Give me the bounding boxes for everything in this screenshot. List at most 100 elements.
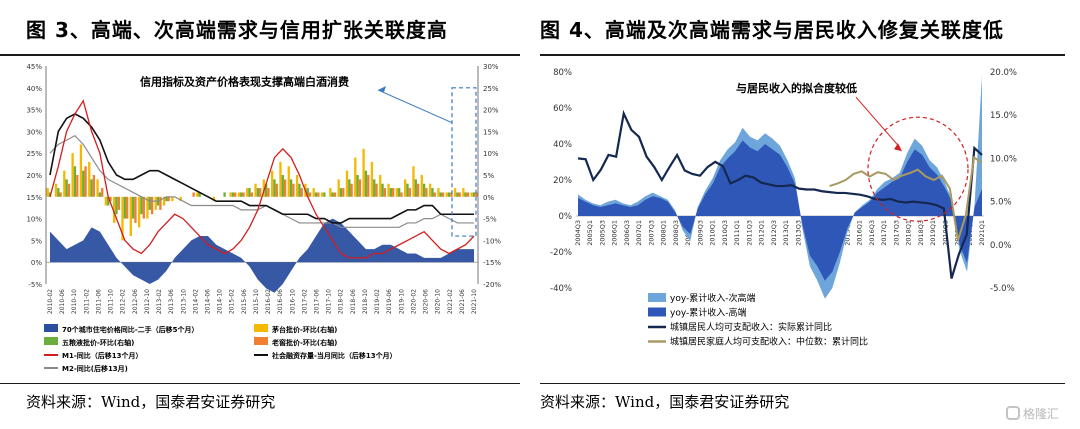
- area-high-end-revenue: [578, 140, 982, 281]
- bar-moutai: [96, 179, 99, 197]
- x-tick-label: 2007Q3: [647, 220, 655, 246]
- bar-wuliangye: [231, 192, 235, 197]
- x-tick-label: 2008Q1: [660, 220, 668, 246]
- y-tick-label-left: 5%: [31, 237, 42, 245]
- bar-laojiao: [441, 192, 445, 197]
- chart-annotation: 信用指标及资产价格表现支撑高端白酒消费: [140, 75, 349, 89]
- bar-laojiao: [300, 188, 303, 197]
- bar-laojiao: [59, 192, 62, 197]
- x-tick-label: 2018Q3: [917, 220, 925, 246]
- bar-moutai: [345, 170, 349, 197]
- x-tick-label: 2013Q3: [794, 220, 802, 246]
- bar-laojiao: [458, 192, 461, 197]
- x-tick-label: 2015-10: [253, 289, 260, 314]
- y-tick-label-left: 0%: [31, 259, 42, 267]
- y-tick-label-right: 30%: [483, 63, 499, 71]
- x-tick-label: 2006Q3: [623, 220, 631, 246]
- bar-wuliangye: [422, 183, 426, 197]
- x-tick-label: 2006Q1: [611, 220, 619, 246]
- bar-moutai: [63, 170, 66, 197]
- bar-moutai: [379, 175, 382, 197]
- bar-moutai: [54, 183, 58, 197]
- x-tick-label: 2016Q3: [868, 220, 876, 246]
- bar-laojiao: [150, 196, 154, 215]
- bar-wuliangye: [431, 188, 434, 197]
- bar-laojiao: [109, 196, 112, 202]
- bar-laojiao: [67, 183, 71, 197]
- bar-laojiao: [101, 188, 104, 197]
- bar-moutai: [362, 148, 365, 197]
- bar-wuliangye: [398, 188, 401, 197]
- line-urban-income-real: [577, 109, 983, 279]
- x-tick-label: 2005Q1: [586, 220, 594, 246]
- bar-moutai: [162, 196, 166, 206]
- bar-laojiao: [367, 175, 370, 197]
- x-tick-label: 2005Q3: [598, 220, 606, 246]
- bar-wuliangye: [281, 175, 284, 197]
- bar-moutai: [287, 166, 290, 197]
- bar-wuliangye: [306, 188, 309, 197]
- figure-4-panel: 图 4、高端及次高端需求与居民收入修复关联度低 80% 60% 40% 20% 0% -2…: [540, 0, 1080, 429]
- x-tick-label: 2018-10: [362, 289, 369, 314]
- title-rule: [0, 54, 520, 56]
- bar-wuliangye: [356, 175, 359, 197]
- bar-laojiao: [350, 183, 353, 197]
- x-tick-label: 2009Q3: [696, 220, 704, 246]
- bar-laojiao: [392, 188, 395, 197]
- x-tick-label: 2012Q1: [758, 220, 766, 246]
- bar-moutai: [404, 179, 407, 197]
- bar-laojiao: [192, 192, 195, 197]
- bar-moutai: [270, 170, 274, 197]
- x-tick-label: 2017-02: [301, 289, 308, 314]
- x-tick-label: 2016-02: [265, 289, 272, 314]
- x-tick-label: 2013-10: [180, 289, 187, 314]
- figure-3-source: 资料来源：Wind，国泰君安证券研究: [26, 393, 276, 411]
- annotation-arrow: [855, 96, 901, 148]
- bar-wuliangye: [82, 170, 85, 197]
- bar-moutai: [387, 183, 390, 197]
- bar-moutai: [246, 188, 249, 197]
- bar-wuliangye: [456, 192, 459, 197]
- x-tick-label: 2020-06: [423, 289, 430, 314]
- bar-wuliangye: [131, 196, 135, 219]
- legend-swatch-box: [254, 324, 268, 332]
- bar-laojiao: [308, 192, 312, 197]
- legend-label: 城镇居民家庭人均可支配收入：中位数：累计同比: [670, 336, 868, 348]
- y-tick-label-left: 10%: [26, 216, 42, 224]
- x-tick-label: 2021-06: [459, 289, 466, 314]
- x-tick-label: 2008Q3: [672, 220, 680, 246]
- bar-wuliangye: [381, 183, 384, 197]
- bar-laojiao: [267, 188, 270, 197]
- chart-annotation: 与居民收入的拟合度较低: [736, 81, 857, 95]
- bar-wuliangye: [90, 179, 93, 197]
- bar-laojiao: [234, 192, 237, 197]
- bar-laojiao: [317, 192, 320, 197]
- x-tick-label: 2019-10: [398, 289, 405, 314]
- y-tick-label-left: 30%: [26, 128, 42, 136]
- y-tick-label-left: 25%: [26, 150, 42, 158]
- y-tick-label-right: 0%: [483, 194, 494, 202]
- y-tick-label-right: 15%: [483, 128, 499, 136]
- legend-label: 茅台批价-环比(右轴): [271, 325, 337, 334]
- bar-wuliangye: [198, 192, 201, 197]
- bar-wuliangye: [57, 188, 60, 197]
- watermark-logo-icon: [1006, 406, 1020, 420]
- figure-4-title: 图 4、高端及次高端需求与居民收入修复关联度低: [540, 18, 1004, 42]
- bar-laojiao: [125, 196, 129, 219]
- bar-wuliangye: [339, 188, 343, 197]
- bar-wuliangye: [364, 170, 368, 197]
- y-tick-label-right: -10%: [483, 237, 501, 245]
- y-tick-label-right: -20%: [483, 281, 501, 289]
- annotation-arrow: [377, 89, 453, 124]
- y-tick-label-left: 20%: [26, 172, 42, 180]
- bar-moutai: [71, 153, 74, 197]
- figure-3-chart: 45% 40% 35% 30% 25% 20% 15% 10% 5% 0% -5% 30% 25% 20%…: [26, 63, 501, 373]
- legend-label: yoy-累计收入-高端: [670, 307, 747, 319]
- figure-4-chart: 80% 60% 40% 20% 0% -20% -40% 20.0% 15.0% 10.0% 5.0…: [550, 68, 1017, 348]
- x-tick-label: 2011-10: [108, 289, 115, 314]
- annotation-arrow-head: [894, 143, 902, 152]
- bar-moutai: [121, 196, 124, 241]
- y-tick-label-left: 45%: [26, 63, 42, 71]
- bar-wuliangye: [439, 192, 442, 197]
- bar-wuliangye: [73, 166, 77, 197]
